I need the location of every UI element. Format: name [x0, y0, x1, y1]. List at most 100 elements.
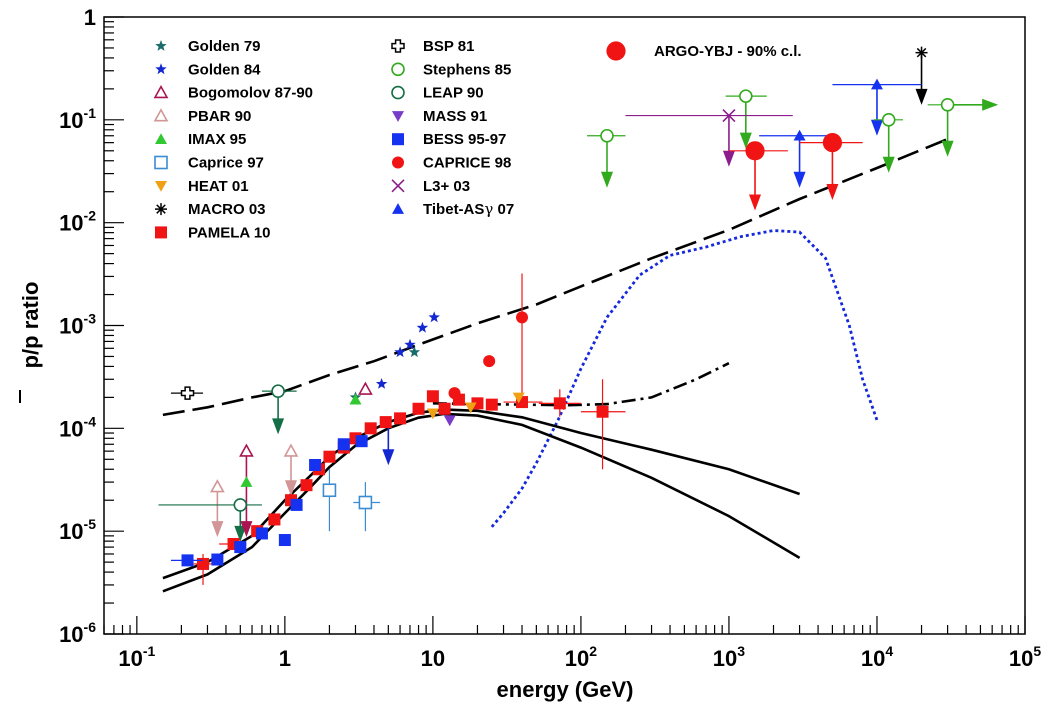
x-tick-exponent: 5 — [1033, 643, 1041, 659]
marker-circle-open — [233, 498, 248, 512]
data-point — [355, 435, 368, 448]
data-point — [464, 402, 477, 414]
point-layer — [158, 46, 999, 585]
y-tick-exponent: -4 — [84, 413, 97, 429]
data-point — [234, 541, 247, 554]
marker-triangle-down — [464, 402, 477, 414]
legend-entry: Caprice 97 — [154, 155, 264, 172]
y-tick-label: 10-5 — [59, 516, 96, 544]
data-point — [283, 443, 299, 457]
legend-entry: LEAP 90 — [391, 85, 484, 102]
data-point — [408, 346, 421, 358]
marker-circle-open — [739, 89, 753, 103]
legend-label-text: Bogomolov 87-90 — [188, 85, 313, 102]
legend-entry: BSP 81 — [391, 38, 474, 55]
marker-square — [197, 557, 210, 570]
legend-entry: Golden 79 — [155, 38, 261, 55]
data-point — [426, 390, 439, 403]
upper-limit-arrow-head — [211, 521, 224, 538]
legend-marker — [155, 226, 167, 239]
legend: Golden 79 Golden 84 Bogomolov 87-90 PBAR 90… — [153, 38, 802, 241]
data-point — [290, 498, 303, 511]
marker-square-open — [322, 483, 337, 498]
legend-marker — [155, 63, 167, 75]
marker-star — [416, 321, 429, 333]
marker-square — [438, 402, 451, 415]
legend-label: PAMELA 10 — [188, 224, 271, 241]
marker-square — [485, 398, 498, 411]
y-axis-title-rest: /p ratio — [18, 282, 43, 355]
data-point — [337, 438, 350, 451]
marker-triangle-up-open — [153, 84, 169, 99]
marker-cross-open — [180, 386, 195, 400]
legend-label-text: BESS 95-97 — [423, 131, 506, 148]
x-tick-label: 1 — [279, 646, 291, 671]
upper-limit-arrow-head — [284, 480, 297, 497]
x-axis-title: energy (GeV) — [497, 677, 634, 702]
marker-square — [355, 435, 368, 448]
marker-asterisk-stroke — [916, 47, 927, 58]
marker-square — [364, 422, 377, 435]
y-tick-label: 10-2 — [59, 208, 96, 236]
upper-limit-arrow-head — [234, 525, 247, 542]
data-point — [240, 476, 253, 487]
marker-triangle-up — [392, 203, 404, 214]
legend-label: ARGO-YBJ - 90% c.l. — [654, 43, 802, 60]
data-point — [516, 311, 529, 324]
marker-star — [394, 346, 406, 358]
data-point — [278, 534, 291, 547]
marker-circle — [483, 355, 496, 368]
y-tick-exponent: -2 — [84, 208, 97, 224]
legend-marker — [391, 39, 405, 53]
data-point — [443, 415, 456, 427]
marker-circle-big — [822, 133, 843, 153]
marker-triangle-down — [155, 181, 167, 192]
data-point — [197, 557, 210, 570]
legend-label: MASS 91 — [423, 108, 487, 125]
x-tick-label: 10 — [421, 646, 445, 671]
legend-marker — [392, 111, 404, 122]
curve-layer — [162, 137, 949, 593]
legend-label-text: BSP 81 — [423, 38, 474, 55]
marker-x-stroke — [722, 109, 736, 123]
legend-marker — [153, 84, 169, 99]
legend-marker — [391, 179, 405, 193]
marker-circle — [516, 311, 529, 324]
marker-square — [596, 405, 609, 418]
data-point — [322, 483, 337, 498]
legend-label: BSP 81 — [423, 38, 474, 55]
y-tick-base: 10 — [59, 519, 83, 544]
x-tick-exponent: 4 — [885, 643, 893, 659]
data-point — [309, 458, 322, 471]
svg-text:p/p ratio: p/p ratio — [18, 282, 43, 369]
data-point — [483, 355, 496, 368]
legend-label: MACRO 03 — [188, 201, 266, 218]
legend-label: LEAP 90 — [423, 85, 484, 102]
y-tick-exponent: -6 — [84, 619, 97, 635]
legend-entry: IMAX 95 — [155, 131, 246, 148]
x-tick-label: 104 — [861, 643, 893, 671]
data-point — [428, 311, 440, 323]
data-point — [404, 338, 416, 350]
legend-label-text: L3+ 03 — [423, 178, 470, 195]
marker-asterisk-stroke — [156, 204, 166, 214]
legend-entry: Bogomolov 87-90 — [153, 84, 313, 102]
legend-entry: MACRO 03 — [155, 201, 266, 218]
data-point — [268, 513, 281, 526]
x-tick-base: 10 — [421, 646, 445, 671]
marker-circle-open — [881, 113, 896, 127]
y-tick-base: 10 — [59, 622, 83, 647]
legend-marker — [155, 40, 167, 51]
y-tick-base: 10 — [59, 314, 83, 339]
upper-limit-arrow-head — [749, 194, 762, 211]
data-point — [323, 450, 336, 463]
marker-triangle-up — [240, 476, 253, 487]
legend-label: L3+ 03 — [423, 178, 470, 195]
upper-limit-arrow-head — [722, 150, 735, 167]
legend-label-text: LEAP 90 — [423, 85, 484, 102]
marker-circle-open — [391, 85, 405, 100]
y-tick-base: 1 — [84, 5, 96, 30]
legend-label: CAPRICE 98 — [423, 155, 511, 172]
data-point — [358, 381, 373, 395]
data-point — [745, 141, 765, 161]
